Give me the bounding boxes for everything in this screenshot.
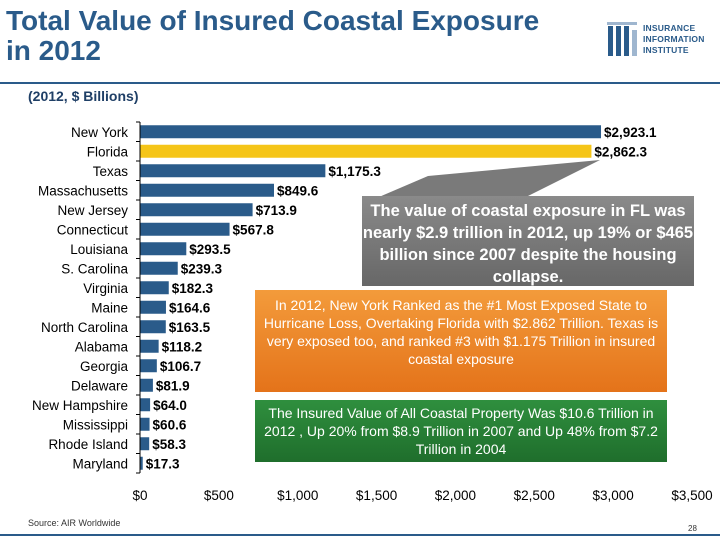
total-value-callout: The Insured Value of All Coastal Propert… [255,400,667,462]
logo-line-1: INSURANCE [643,23,696,33]
x-tick-label: $3,500 [671,488,712,503]
x-tick-label: $1,500 [356,488,397,503]
iii-logo-mark-icon [607,22,637,56]
category-label: Maine [91,300,128,315]
bar-new-jersey [140,203,253,217]
value-label: $567.8 [233,222,275,237]
category-label: Texas [93,164,129,179]
chart-subtitle: (2012, $ Billions) [28,88,139,104]
bar-louisiana [140,242,187,256]
category-label: Mississippi [63,417,128,432]
x-tick-label: $2,500 [514,488,555,503]
bar-texas [140,164,326,178]
category-label: Alabama [75,339,129,354]
bar-alabama [140,339,159,353]
category-label: Louisiana [70,242,128,257]
x-tick-label: $2,000 [435,488,476,503]
bar-new-york [140,125,602,139]
page-number: 28 [688,524,697,533]
bar-georgia [140,359,157,373]
iii-logo: INSURANCE INFORMATION INSTITUTE [607,20,717,64]
florida-callout: The value of coastal exposure in FL was … [362,196,694,286]
bar-mississippi [140,417,150,431]
bar-maryland [140,456,143,470]
value-label: $118.2 [162,339,203,354]
value-label: $60.6 [153,417,187,432]
value-label: $106.7 [160,359,201,374]
bar-rhode-island [140,437,150,451]
page-title: Total Value of Insured Coastal Exposure … [6,6,596,66]
category-label: Virginia [83,281,128,296]
value-label: $1,175.3 [328,164,381,179]
logo-line-3: INSTITUTE [643,45,689,55]
bar-north-carolina [140,320,166,334]
value-label: $64.0 [153,398,187,413]
category-label: S. Carolina [61,261,128,276]
value-label: $849.6 [277,183,319,198]
value-label: $58.3 [152,437,186,452]
category-label: Massachusetts [38,183,128,198]
title-line-2: in 2012 [6,35,101,66]
x-tick-label: $3,000 [592,488,633,503]
bar-connecticut [140,222,230,236]
bar-delaware [140,378,153,392]
category-label: New Hampshire [32,398,128,413]
logo-line-2: INFORMATION [643,34,705,44]
value-label: $713.9 [256,203,297,218]
source-note: Source: AIR Worldwide [28,518,121,528]
category-label: Delaware [71,378,128,393]
callout-pointer [372,160,600,200]
x-tick-label: $500 [204,488,234,503]
x-tick-label: $1,000 [277,488,318,503]
footer-rule [0,534,720,536]
bar-virginia [140,281,169,295]
x-tick-label: $0 [132,488,147,503]
category-label: North Carolina [41,320,129,335]
header-rule [0,82,720,84]
bar-s-carolina [140,261,178,275]
category-label: New Jersey [57,203,128,218]
value-label: $182.3 [172,281,214,296]
category-label: Florida [87,144,129,159]
category-label: Georgia [80,359,129,374]
value-label: $81.9 [156,378,190,393]
value-label: $293.5 [189,242,231,257]
category-label: Connecticut [57,222,129,237]
iii-logo-text: INSURANCE INFORMATION INSTITUTE [643,23,705,56]
category-label: Maryland [72,456,128,471]
new-york-callout: In 2012, New York Ranked as the #1 Most … [255,290,667,392]
value-label: $163.5 [169,320,211,335]
category-label: Rhode Island [48,437,128,452]
bar-new-hampshire [140,398,151,412]
value-label: $239.3 [181,261,223,276]
category-label: New York [71,125,128,140]
bar-florida [140,144,592,158]
value-label: $17.3 [146,456,180,471]
value-label: $164.6 [169,300,211,315]
value-label: $2,862.3 [594,144,647,159]
title-line-1: Total Value of Insured Coastal Exposure [6,5,540,36]
bar-massachusetts [140,183,274,197]
callout-pointer-shape [372,160,600,200]
value-label: $2,923.1 [604,125,657,140]
bar-maine [140,300,166,314]
